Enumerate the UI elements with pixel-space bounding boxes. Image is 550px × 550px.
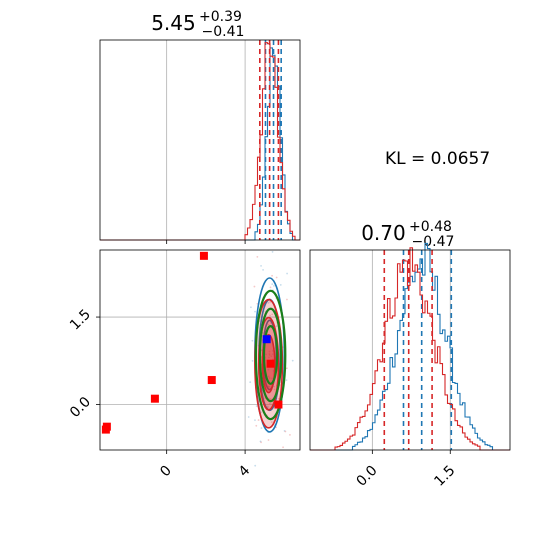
panel3-hist-blue xyxy=(310,242,510,451)
panel2-sample-point xyxy=(268,402,271,405)
panel2-red-marker xyxy=(150,394,159,403)
panel2-sample-point xyxy=(273,385,276,388)
panel2-red-marker xyxy=(274,400,283,409)
panel2-sample-point xyxy=(283,429,286,432)
panel1-title-main: 5.45 xyxy=(151,11,196,35)
panel2-sample-point xyxy=(266,405,269,408)
panel2-sample-point xyxy=(270,421,273,424)
panel2-sample-point xyxy=(273,284,275,287)
panel2-red-marker xyxy=(266,359,275,368)
panel2-ytick-label: 0.0 xyxy=(67,394,94,421)
panel2-sample-point xyxy=(254,310,256,313)
panel2-sample-point xyxy=(267,302,270,304)
panel2-sample-point xyxy=(267,439,270,441)
panel2-sample-point xyxy=(284,430,287,433)
panel3-title-sup: +0.48 xyxy=(409,219,452,235)
panel2-sample-point xyxy=(275,325,278,327)
panel2-sample-point xyxy=(286,298,288,301)
panel2-contour-green xyxy=(258,307,283,403)
panel2-sample-point xyxy=(268,354,271,356)
panel2-ytick-label: 1.5 xyxy=(67,306,94,333)
panel2-sample-point xyxy=(291,359,294,362)
panel1-frame xyxy=(99,39,301,241)
panel2-sample-point xyxy=(267,385,270,388)
panel2-sample-point xyxy=(247,416,250,418)
panel3-xtick-label: 0.0 xyxy=(354,463,381,490)
panel2-sample-point xyxy=(277,397,280,400)
panel2-sample-point xyxy=(271,251,274,253)
panel2-sample-point xyxy=(251,359,254,362)
panel2-sample-point xyxy=(259,440,262,443)
panel2-sample-point xyxy=(254,419,256,422)
panel2-sample-point xyxy=(275,276,278,279)
panel2-sample-point xyxy=(269,398,272,400)
panel2-red-marker xyxy=(199,251,208,260)
panel2-sample-point xyxy=(269,314,271,317)
panel2-sample-point xyxy=(271,377,273,380)
panel2-red-marker xyxy=(102,422,111,431)
panel1-histogram xyxy=(99,39,301,244)
panel2-scatter: 0 4 0.0 1.5 xyxy=(67,249,301,481)
panel2-sample-point xyxy=(254,464,257,467)
panel2-sample-point xyxy=(268,377,271,379)
panel2-sample-point xyxy=(282,446,284,449)
panel2-sample-point xyxy=(269,286,272,289)
panel2-sample-point xyxy=(268,356,270,359)
panel2-xtick-label: 0 xyxy=(157,463,175,481)
panel2-sample-point xyxy=(268,353,271,355)
panel2-sample-point xyxy=(249,381,252,384)
panel1-title-sub: −0.41 xyxy=(202,24,245,40)
panel2-sample-point xyxy=(267,323,270,326)
panel3-hist-red xyxy=(310,247,510,451)
panel2-sample-point xyxy=(267,375,270,378)
panel1-title-sup: +0.39 xyxy=(199,9,242,25)
panel2-sample-point xyxy=(273,388,276,391)
panel2-sample-point xyxy=(257,419,260,421)
panel2-sample-point xyxy=(271,283,274,286)
panel2-frame xyxy=(99,249,301,451)
panel2-sample-point xyxy=(286,272,288,275)
panel2-sample-point xyxy=(285,379,288,382)
panel2-sample-point xyxy=(260,264,262,267)
panel3-xtick-label: 1.5 xyxy=(431,463,458,490)
panel3-title-sub: −0.47 xyxy=(412,234,455,250)
panel2-sample-point xyxy=(268,385,270,388)
panel2-xtick-label: 4 xyxy=(236,463,254,481)
panel2-sample-point xyxy=(269,301,272,303)
panel2-sample-point xyxy=(271,349,274,352)
panel2-sample-point xyxy=(253,285,256,288)
panel2-contour-green xyxy=(262,324,279,385)
panel2-blue-marker xyxy=(262,335,271,344)
panel2-sample-point xyxy=(255,405,258,408)
panel2-sample-point xyxy=(279,284,282,286)
panel2-sample-point xyxy=(260,441,262,444)
panel2-sample-point xyxy=(271,353,274,356)
panel2-sample-point xyxy=(289,433,291,436)
kl-label: KL = 0.0657 xyxy=(385,149,490,169)
panel1-title: 5.45 +0.39 −0.41 xyxy=(151,6,247,40)
panel2-sample-point xyxy=(268,350,271,353)
panel2-sample-point xyxy=(285,367,288,370)
panel2-sample-point xyxy=(251,339,254,342)
panel2-sample-point xyxy=(265,353,267,356)
panel2-sample-point xyxy=(256,255,259,258)
panel2-sample-point xyxy=(271,313,274,316)
panel3-title-main: 0.70 xyxy=(361,221,406,245)
panel2-sample-point xyxy=(262,268,264,271)
panel2-contour-green xyxy=(254,289,287,421)
panel3-title: 0.70 +0.48 −0.47 xyxy=(361,216,457,250)
panel2-sample-point xyxy=(250,306,252,309)
panel3-frame xyxy=(309,249,511,451)
panel2-sample-point xyxy=(267,368,270,371)
panel2-sample-point xyxy=(271,274,273,277)
panel2-sample-point xyxy=(255,424,258,427)
panel2-red-marker xyxy=(207,376,216,385)
panel3-histogram: 0.0 1.5 xyxy=(309,242,511,490)
panel2-sample-point xyxy=(260,427,263,429)
panel2-sample-point xyxy=(270,355,273,358)
